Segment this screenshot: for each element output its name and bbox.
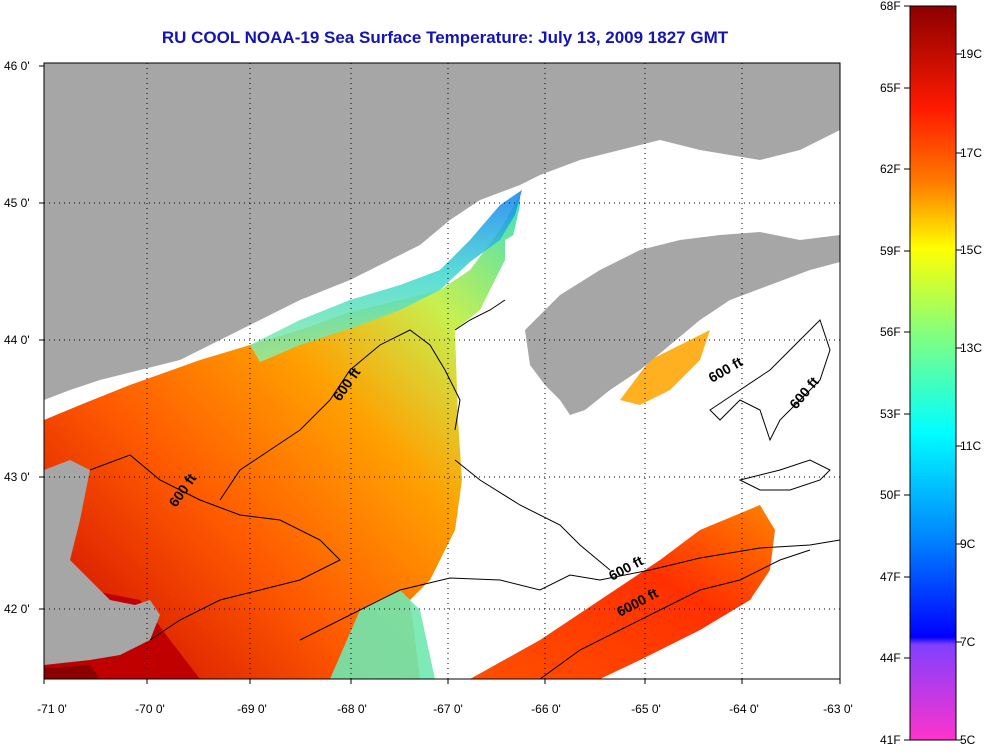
map-title: RU COOL NOAA-19 Sea Surface Temperature:… <box>161 28 729 47</box>
colorbar-c-label: 7C <box>960 635 976 649</box>
colorbar-f-label: 47F <box>880 570 901 584</box>
sst-field-cool-south <box>330 590 435 679</box>
map-frame <box>43 62 841 680</box>
colorbar-c-label: 19C <box>960 47 982 61</box>
colorbar-c-label: 9C <box>960 537 976 551</box>
depth-contours <box>89 299 840 679</box>
colorbar-c-label: 13C <box>960 341 982 355</box>
x-tick-label: -64 0' <box>729 702 759 716</box>
sst-field-gulf <box>44 195 520 679</box>
colorbar-c-label: 5C <box>960 733 976 747</box>
colorbar-f-label: 44F <box>880 651 901 665</box>
x-tick-label: -69 0' <box>237 702 267 716</box>
x-tick-label: -66 0' <box>531 702 561 716</box>
colorbar-f-label: 50F <box>880 488 901 502</box>
colorbar-f-label: 62F <box>880 162 901 176</box>
colorbar-f-label: 68F <box>880 0 901 13</box>
sst-field-north-cool <box>250 190 522 362</box>
colorbar-c-label: 11C <box>960 439 981 453</box>
y-tick-label: 45 0' <box>4 196 30 210</box>
colorbar-c-label: 15C <box>960 243 982 257</box>
x-tick-label: -70 0' <box>135 702 165 716</box>
x-tick-label: -65 0' <box>631 702 661 716</box>
colorbar <box>909 5 957 741</box>
y-tick-label: 42 0' <box>4 602 30 616</box>
colorbar-f-label: 56F <box>880 325 901 339</box>
bay-of-fundy <box>505 160 800 300</box>
colorbar-f-label: 65F <box>880 81 901 95</box>
y-tick-label: 44 0' <box>4 333 30 347</box>
axis-ticks <box>39 65 841 684</box>
y-tick-label: 43 0' <box>4 470 30 484</box>
y-tick-label: 46 0' <box>4 59 30 73</box>
sst-field-southeast <box>470 505 775 679</box>
land-nova-scotia <box>525 232 840 415</box>
colorbar-f-label: 53F <box>880 407 901 421</box>
sst-field-ns-patch <box>620 330 710 405</box>
x-tick-label: -67 0' <box>433 702 463 716</box>
land-south-island <box>44 665 100 679</box>
colorbar-f-label: 41F <box>880 733 901 747</box>
colorbar-c-label: 17C <box>960 146 982 160</box>
land-maine <box>44 63 840 400</box>
x-tick-label: -68 0' <box>337 702 367 716</box>
land-massachusetts <box>44 460 160 665</box>
x-tick-label: -71 0' <box>37 702 67 716</box>
colorbar-ticks <box>904 5 962 741</box>
x-tick-label: -63 0' <box>823 702 853 716</box>
colorbar-f-label: 59F <box>880 244 901 258</box>
